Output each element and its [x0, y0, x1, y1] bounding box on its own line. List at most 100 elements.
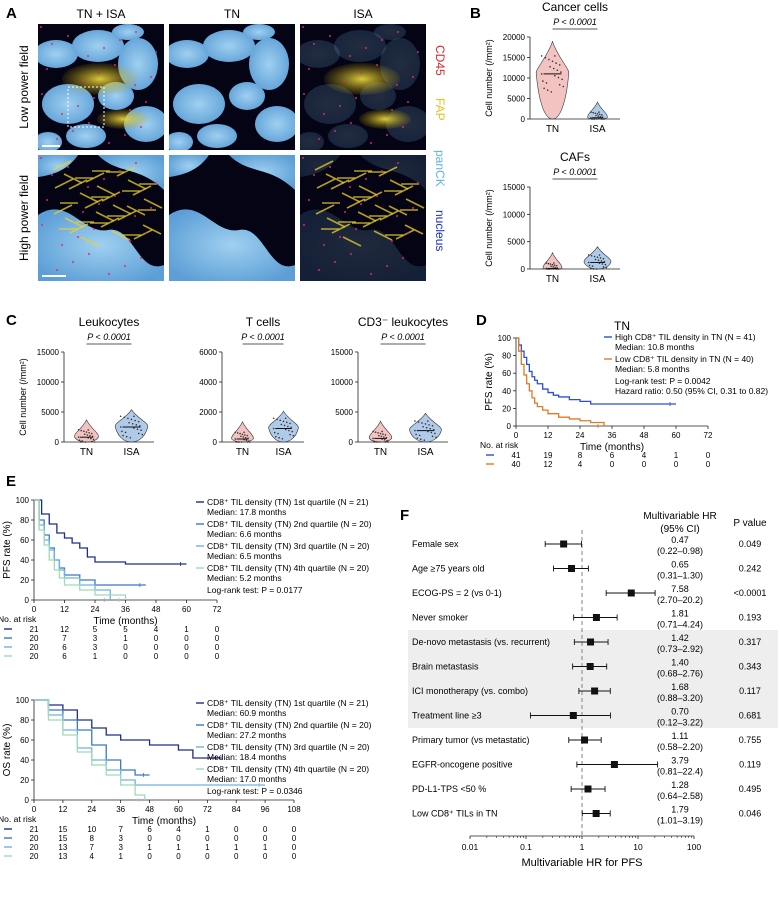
cd45-cell — [395, 83, 399, 87]
p-value: 0.495 — [739, 784, 762, 794]
tissue-region — [300, 155, 340, 177]
violin-chart-B2: CAFs P < 0.0001 0 5000 10000 15000 Cell number… — [484, 150, 620, 285]
cd45-cell — [333, 260, 337, 264]
data-point — [380, 435, 383, 438]
cd45-cell — [302, 92, 306, 96]
cd45-cell — [113, 63, 117, 67]
data-point — [587, 254, 590, 256]
cd45-cell — [113, 194, 117, 198]
hr-value: 1.68 — [671, 682, 689, 692]
cd45-cell — [401, 125, 405, 129]
data-point — [545, 262, 548, 264]
data-point — [136, 428, 139, 430]
data-point — [553, 264, 556, 266]
data-point — [550, 265, 552, 268]
fap-fiber — [347, 172, 367, 183]
fap-fiber — [133, 229, 153, 240]
risk-count: 1 — [123, 634, 128, 643]
data-point — [557, 76, 560, 79]
data-point — [542, 80, 544, 82]
data-point — [128, 421, 130, 424]
risk-count: 1 — [263, 843, 268, 852]
fap-fiber — [54, 178, 74, 189]
data-point — [90, 432, 93, 435]
legend-label: CD8⁺ TIL density (TN) 2nd quartile (N = … — [207, 720, 372, 730]
hr-point — [627, 589, 635, 597]
y-tick-label: 80 — [20, 716, 29, 725]
risk-count: 10 — [87, 825, 96, 834]
y-tick-label: 10000 — [37, 378, 60, 387]
row-label: PD-L1-TPS <50 % — [412, 784, 486, 794]
data-point — [384, 441, 387, 443]
data-point — [543, 87, 545, 90]
cd45-cell — [66, 34, 70, 38]
cd45-cell — [81, 210, 85, 214]
risk-count: 8 — [90, 834, 95, 843]
panel-letter-d: D — [476, 312, 487, 329]
y-tick-label: 10000 — [503, 74, 526, 83]
cd45-cell — [390, 239, 394, 243]
cd45-cell — [322, 112, 326, 116]
cd45-cell — [307, 67, 311, 71]
risk-count: 19 — [544, 451, 553, 460]
data-point — [83, 430, 85, 433]
p-value: 0.193 — [739, 613, 762, 623]
data-point — [414, 429, 416, 432]
fap-fiber — [394, 185, 414, 196]
row-label: Primary tumor (vs metastatic) — [412, 735, 530, 745]
hr-value: 0.65 — [671, 560, 689, 570]
risk-count: 8 — [578, 451, 583, 460]
tissue-nest — [197, 124, 237, 148]
y-tick-label: 20 — [20, 776, 29, 785]
cd45-cell — [348, 185, 352, 189]
forest-plot: Multivariable HR (95% CI) P value 0.01 0.1 1 1… — [408, 511, 778, 869]
risk-table-label: No. at risk — [0, 614, 37, 624]
y-tick-label: 0 — [25, 596, 30, 605]
tissue-nest — [66, 124, 106, 148]
legend-median: Median: 6.5 months — [207, 551, 282, 561]
data-point — [600, 118, 602, 120]
data-point — [590, 111, 592, 113]
x-tick-label: 72 — [213, 605, 222, 614]
km-curve-1 — [34, 499, 187, 565]
legend-label: High CD8⁺ TIL density in TN (N = 41) — [615, 332, 756, 342]
cd45-cell — [317, 268, 321, 272]
data-point — [414, 420, 416, 422]
data-point — [287, 425, 289, 428]
fap-fiber — [341, 192, 361, 203]
risk-count: 41 — [512, 451, 521, 460]
data-point — [384, 434, 387, 436]
km-curve-4 — [34, 499, 127, 600]
data-point — [546, 89, 549, 91]
cd45-cell — [354, 96, 358, 100]
data-point — [602, 257, 605, 260]
x-tick-label: 1 — [580, 842, 585, 852]
data-point — [421, 422, 423, 424]
hr-value: 7.58 — [671, 584, 689, 594]
cd45-cell — [380, 169, 384, 173]
y-tick-label: 60 — [20, 536, 29, 545]
legend-stat: Log-rank test: P = 0.0346 — [207, 786, 303, 796]
fap-fiber — [331, 223, 351, 234]
hr-value: 1.79 — [671, 805, 689, 815]
cd45-cell — [39, 25, 43, 29]
risk-count: 4 — [642, 451, 647, 460]
data-point — [241, 433, 244, 436]
x-axis-label: Time (months) — [580, 442, 644, 453]
y-tick-label: 5000 — [335, 408, 353, 417]
data-point — [594, 258, 597, 261]
legend-label: Low CD8⁺ TIL density in TN (N = 40) — [615, 354, 754, 364]
tissue-nest — [328, 124, 368, 148]
cd45-cell — [92, 227, 96, 231]
risk-count: 4 — [176, 825, 181, 834]
data-point — [79, 441, 82, 443]
fap-fiber — [132, 185, 152, 196]
p-value: 0.117 — [739, 686, 761, 696]
risk-count: 0 — [184, 643, 189, 652]
micrograph-tile-3 — [300, 24, 426, 150]
data-point — [289, 422, 291, 425]
data-point — [245, 439, 248, 442]
x-tick-label: 60 — [182, 605, 191, 614]
y-axis-label: PFS rate (%) — [2, 521, 13, 579]
risk-count: 20 — [30, 834, 39, 843]
